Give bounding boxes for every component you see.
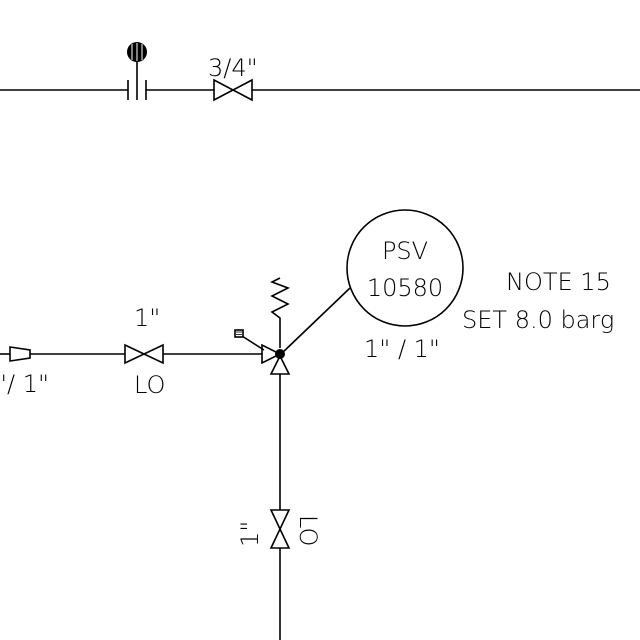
vertical-valve-status-label: LO	[294, 515, 322, 546]
gate-valve-inlet	[124, 343, 164, 365]
psv-lever-tag	[234, 329, 244, 338]
psv-instrument-bubble	[346, 209, 464, 327]
flange-pair	[127, 62, 147, 100]
psv-inlet-triangle	[261, 343, 282, 365]
psv-junction-dot	[275, 349, 285, 359]
inlet-valve-status-label: LO	[134, 371, 165, 399]
psv-tag-number: 10580	[367, 274, 443, 302]
inlet-valve-size-label: 1"	[134, 304, 160, 332]
psv-connection-sizes-label: 1" / 1"	[364, 335, 440, 363]
vertical-valve-size-label: 1"	[236, 521, 264, 547]
psv-note-label: NOTE 15	[506, 268, 611, 296]
top-valve-size-label: 3/4"	[208, 54, 258, 82]
psv-leader-line	[280, 287, 351, 355]
reducer-symbol	[9, 346, 31, 362]
reducer-size-label: "/ 1"	[0, 370, 49, 398]
psv-spring-icon	[270, 277, 290, 348]
psv-lever	[241, 335, 265, 351]
psv-tag-prefix: PSV	[382, 237, 428, 265]
gate-valve-vertical	[269, 509, 291, 549]
gate-valve-top	[213, 78, 253, 102]
psv-set-pressure-label: SET 8.0 barg	[462, 306, 614, 334]
